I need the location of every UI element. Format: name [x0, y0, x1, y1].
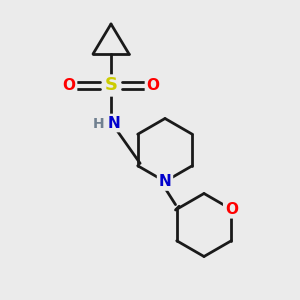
- Text: N: N: [159, 174, 171, 189]
- Text: N: N: [108, 116, 120, 130]
- Text: O: O: [225, 202, 238, 217]
- Text: O: O: [62, 78, 76, 93]
- Text: S: S: [104, 76, 118, 94]
- Text: O: O: [146, 78, 160, 93]
- Text: H: H: [93, 118, 104, 131]
